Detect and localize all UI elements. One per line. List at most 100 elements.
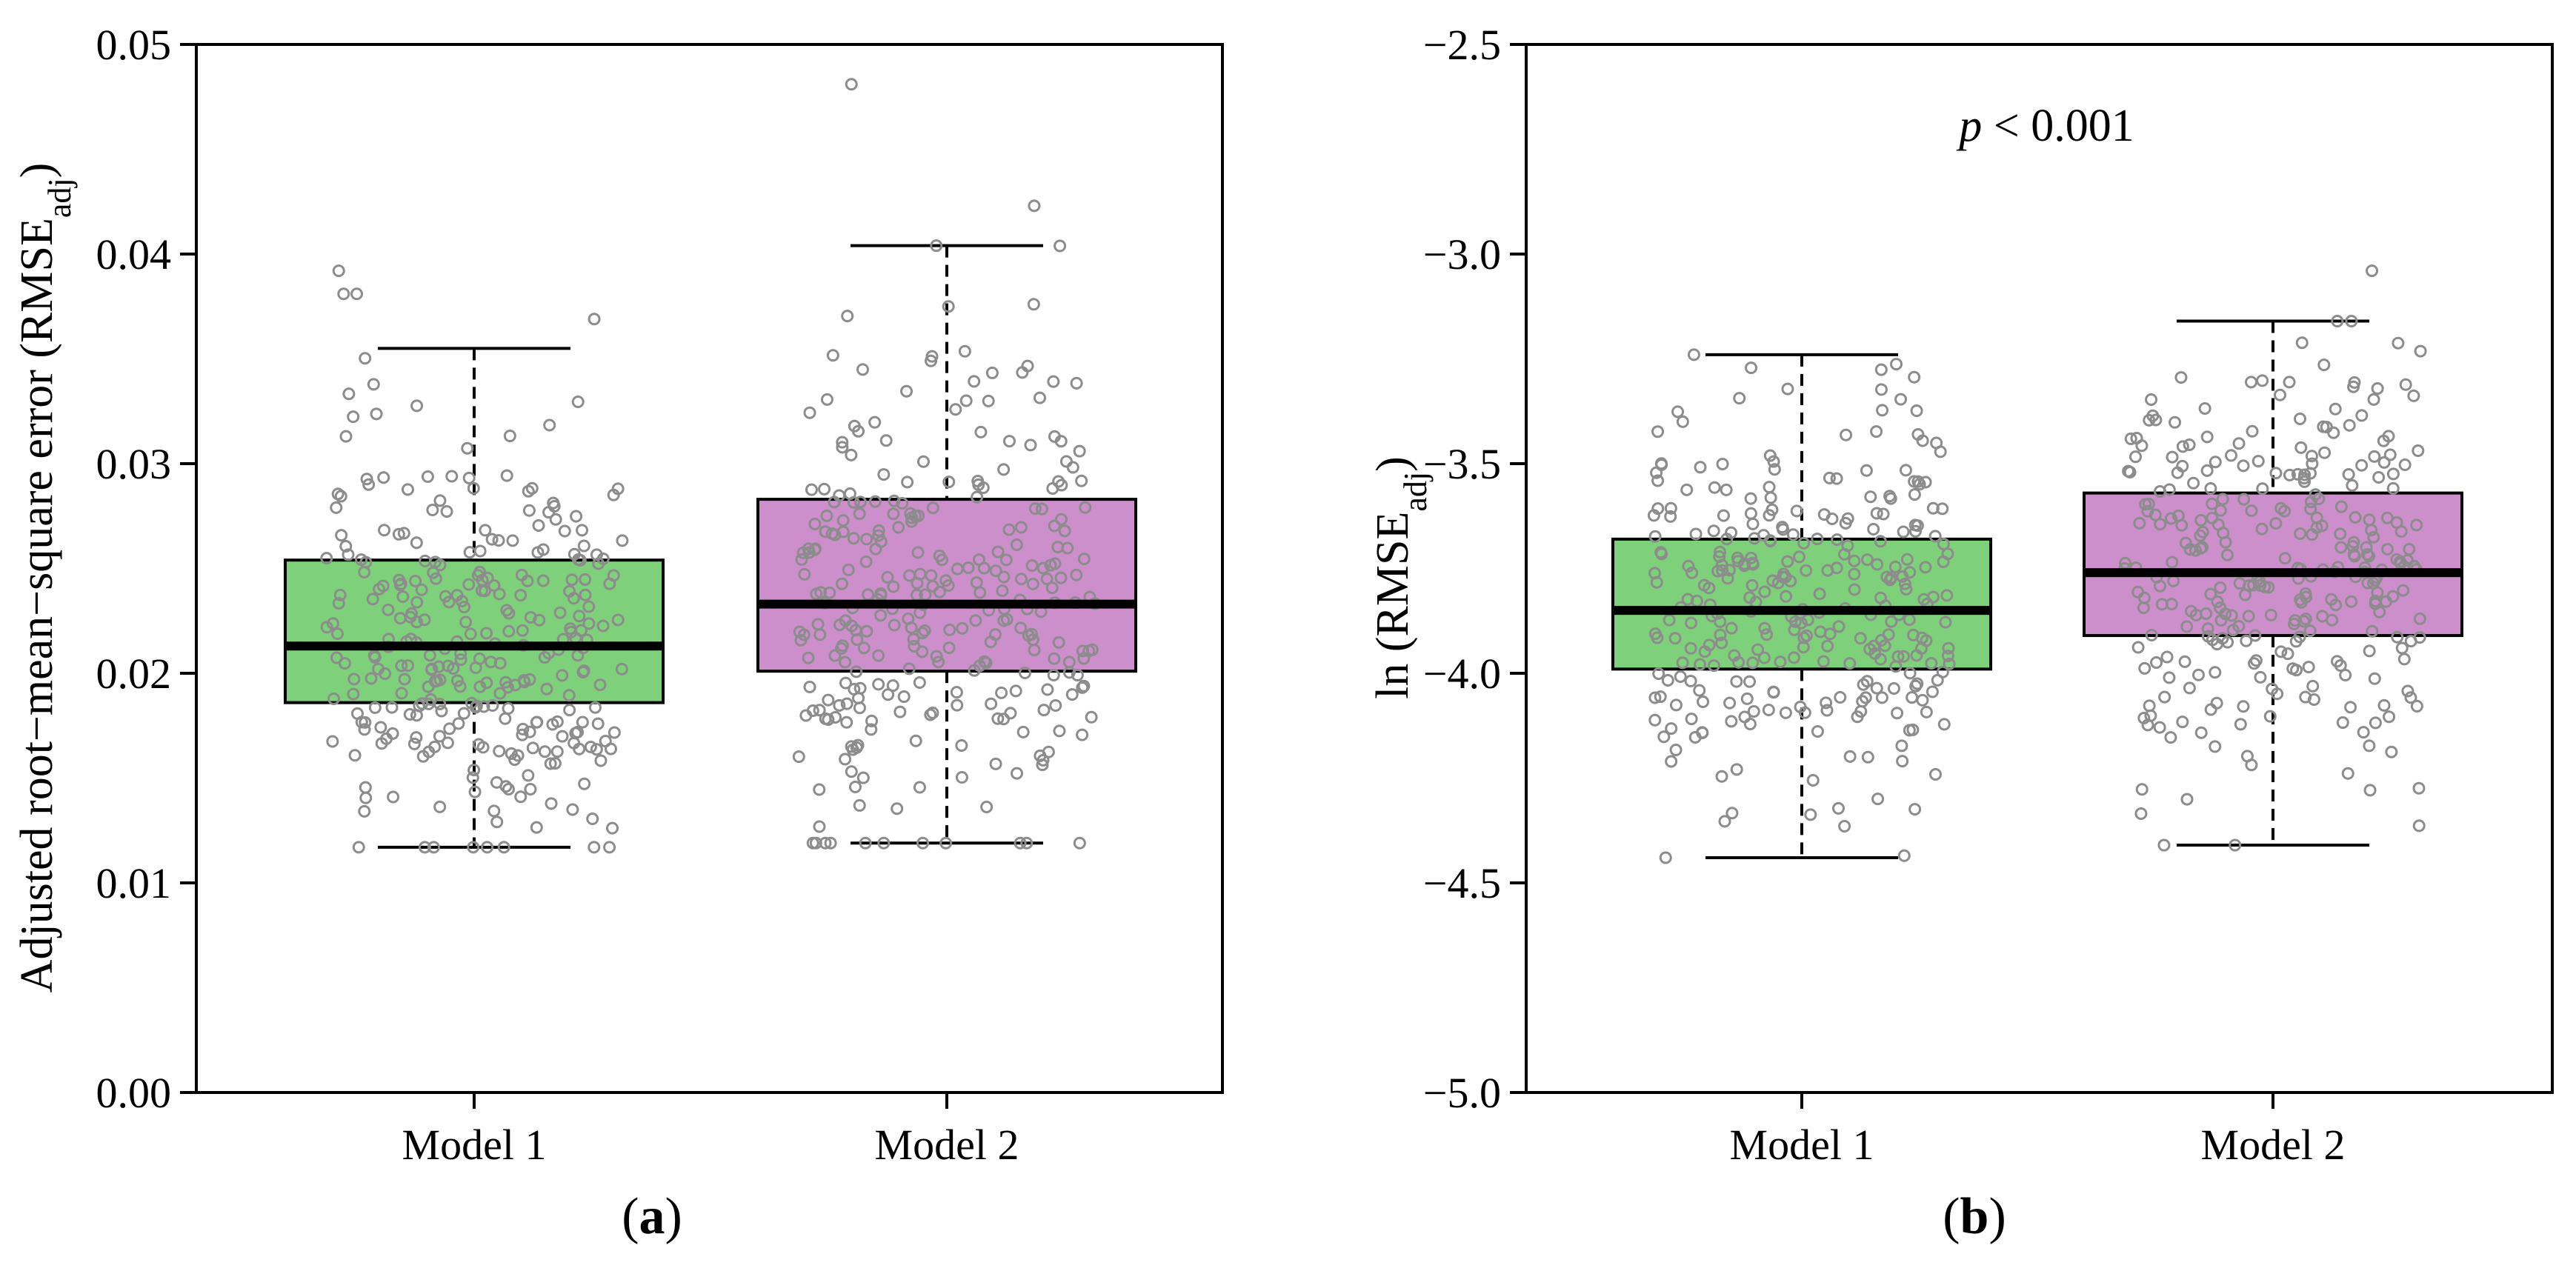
- data-point: [2278, 552, 2292, 565]
- data-point: [603, 577, 616, 590]
- data-point: [958, 344, 971, 358]
- data-point: [1071, 669, 1084, 682]
- data-point: [902, 662, 916, 675]
- y-tick-label: −3.0: [1423, 230, 1501, 278]
- data-point: [872, 529, 885, 542]
- data-point: [1654, 690, 1667, 704]
- data-point: [330, 651, 343, 664]
- data-point: [2295, 336, 2309, 350]
- data-point: [479, 524, 492, 537]
- data-point: [1832, 801, 1846, 815]
- data-point: [2129, 450, 2143, 464]
- data-point: [2278, 504, 2292, 518]
- data-point: [348, 749, 362, 762]
- data-point: [909, 734, 922, 747]
- data-point: [1898, 577, 1911, 590]
- data-point: [1669, 698, 1683, 712]
- data-point: [968, 375, 981, 388]
- data-point: [1874, 634, 1888, 647]
- data-point: [836, 436, 849, 449]
- data-point: [1830, 561, 1843, 575]
- data-point: [2286, 662, 2300, 675]
- data-point: [997, 570, 1011, 584]
- data-point: [458, 601, 471, 614]
- data-point: [930, 239, 943, 253]
- data-point: [1720, 483, 1733, 496]
- data-point: [1941, 650, 1954, 663]
- data-point: [337, 287, 350, 301]
- data-point: [1814, 625, 1827, 638]
- data-point: [2401, 684, 2414, 698]
- data-point: [1838, 820, 1851, 833]
- data-point: [978, 655, 991, 668]
- data-point: [2368, 450, 2381, 463]
- data-point: [2306, 528, 2319, 541]
- data-point: [1707, 524, 1720, 538]
- data-point: [347, 673, 361, 686]
- data-point: [2303, 467, 2317, 480]
- data-point: [1895, 739, 1908, 753]
- data-point: [2131, 641, 2145, 654]
- data-point: [2412, 444, 2425, 457]
- data-point: [2240, 634, 2253, 647]
- data-point: [1664, 510, 1677, 523]
- data-point: [1682, 559, 1695, 573]
- data-point: [514, 790, 527, 804]
- data-point: [995, 686, 1008, 699]
- data-point: [1900, 553, 1914, 566]
- data-point: [502, 702, 515, 715]
- data-point: [556, 730, 569, 743]
- data-point: [1076, 728, 1089, 741]
- data-point: [1874, 535, 1887, 548]
- data-point: [859, 555, 873, 568]
- data-point: [1707, 659, 1720, 673]
- data-point: [798, 567, 811, 581]
- data-point: [996, 584, 1009, 598]
- data-point: [2298, 468, 2312, 481]
- data-point: [549, 513, 562, 526]
- data-point: [1687, 348, 1700, 361]
- data-point: [1669, 743, 1683, 756]
- data-point: [358, 723, 371, 736]
- data-point: [2366, 624, 2379, 638]
- data-point: [839, 614, 852, 627]
- data-point: [1648, 713, 1662, 727]
- data-point: [467, 481, 480, 495]
- data-point: [2304, 496, 2317, 509]
- data-point: [1716, 458, 1729, 471]
- data-point: [853, 496, 867, 509]
- data-point: [492, 534, 505, 547]
- data-point: [2246, 424, 2259, 438]
- data-point: [900, 384, 913, 398]
- data-point: [503, 430, 516, 443]
- data-point: [2154, 518, 2167, 531]
- data-point: [1936, 502, 1949, 516]
- data-point: [1711, 564, 1725, 578]
- data-point: [548, 500, 561, 513]
- data-point: [1684, 674, 1697, 687]
- data-point: [1811, 533, 1824, 546]
- data-point: [1780, 590, 1793, 603]
- data-point: [327, 692, 341, 705]
- data-point: [1767, 685, 1780, 698]
- y-tick-label: −5.0: [1423, 1069, 1501, 1117]
- data-point: [1826, 512, 1839, 525]
- data-point: [2237, 700, 2250, 713]
- data-point: [974, 425, 988, 438]
- data-point: [502, 607, 516, 620]
- data-point: [932, 655, 945, 669]
- data-point: [818, 482, 831, 496]
- data-point: [1743, 591, 1757, 604]
- data-point: [566, 803, 579, 816]
- data-point: [1024, 438, 1037, 452]
- data-point: [1746, 556, 1760, 570]
- panel-b-chart: −5.0 −4.5 −4.0 −3.5 −3.0 −2.5 Model 1 Model 2 ln…: [1368, 21, 2554, 1245]
- data-point: [989, 757, 1002, 770]
- data-point: [1073, 836, 1086, 850]
- data-point: [803, 681, 816, 694]
- data-point: [382, 603, 395, 616]
- data-point: [523, 725, 536, 738]
- data-point: [1014, 573, 1028, 586]
- data-point: [1730, 675, 1743, 688]
- data-point: [2183, 681, 2196, 695]
